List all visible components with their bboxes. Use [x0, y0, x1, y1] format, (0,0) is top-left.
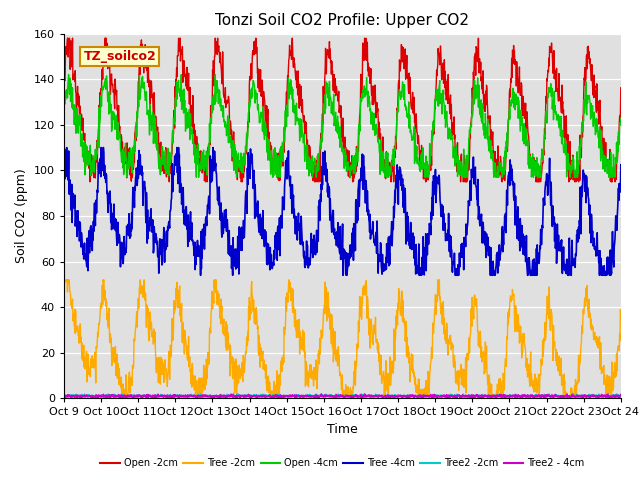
Text: TZ_soilco2: TZ_soilco2: [83, 50, 156, 63]
X-axis label: Time: Time: [327, 423, 358, 436]
Legend: Open -2cm, Tree -2cm, Open -4cm, Tree -4cm, Tree2 -2cm, Tree2 - 4cm: Open -2cm, Tree -2cm, Open -4cm, Tree -4…: [97, 455, 588, 472]
Y-axis label: Soil CO2 (ppm): Soil CO2 (ppm): [15, 168, 28, 264]
Title: Tonzi Soil CO2 Profile: Upper CO2: Tonzi Soil CO2 Profile: Upper CO2: [216, 13, 469, 28]
